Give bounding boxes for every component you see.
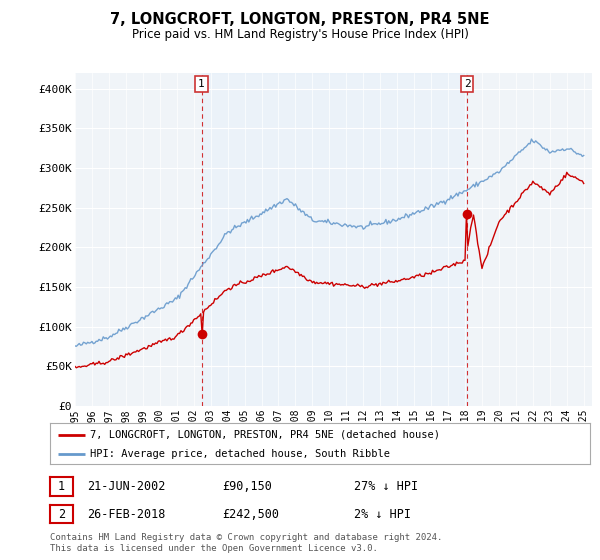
Text: HPI: Average price, detached house, South Ribble: HPI: Average price, detached house, Sout… — [91, 449, 391, 459]
Text: 1: 1 — [198, 79, 205, 89]
Text: 2% ↓ HPI: 2% ↓ HPI — [354, 507, 411, 521]
Text: 21-JUN-2002: 21-JUN-2002 — [87, 480, 166, 493]
Text: £242,500: £242,500 — [222, 507, 279, 521]
Text: 2: 2 — [58, 507, 65, 521]
Text: Contains HM Land Registry data © Crown copyright and database right 2024.
This d: Contains HM Land Registry data © Crown c… — [50, 533, 442, 553]
Bar — [202, 73, 467, 406]
Text: 1: 1 — [58, 480, 65, 493]
Text: £90,150: £90,150 — [222, 480, 272, 493]
Text: 2: 2 — [464, 79, 470, 89]
Text: 7, LONGCROFT, LONGTON, PRESTON, PR4 5NE: 7, LONGCROFT, LONGTON, PRESTON, PR4 5NE — [110, 12, 490, 27]
Text: 7, LONGCROFT, LONGTON, PRESTON, PR4 5NE (detached house): 7, LONGCROFT, LONGTON, PRESTON, PR4 5NE … — [91, 430, 440, 440]
Text: 27% ↓ HPI: 27% ↓ HPI — [354, 480, 418, 493]
Text: Price paid vs. HM Land Registry's House Price Index (HPI): Price paid vs. HM Land Registry's House … — [131, 28, 469, 41]
Text: 26-FEB-2018: 26-FEB-2018 — [87, 507, 166, 521]
